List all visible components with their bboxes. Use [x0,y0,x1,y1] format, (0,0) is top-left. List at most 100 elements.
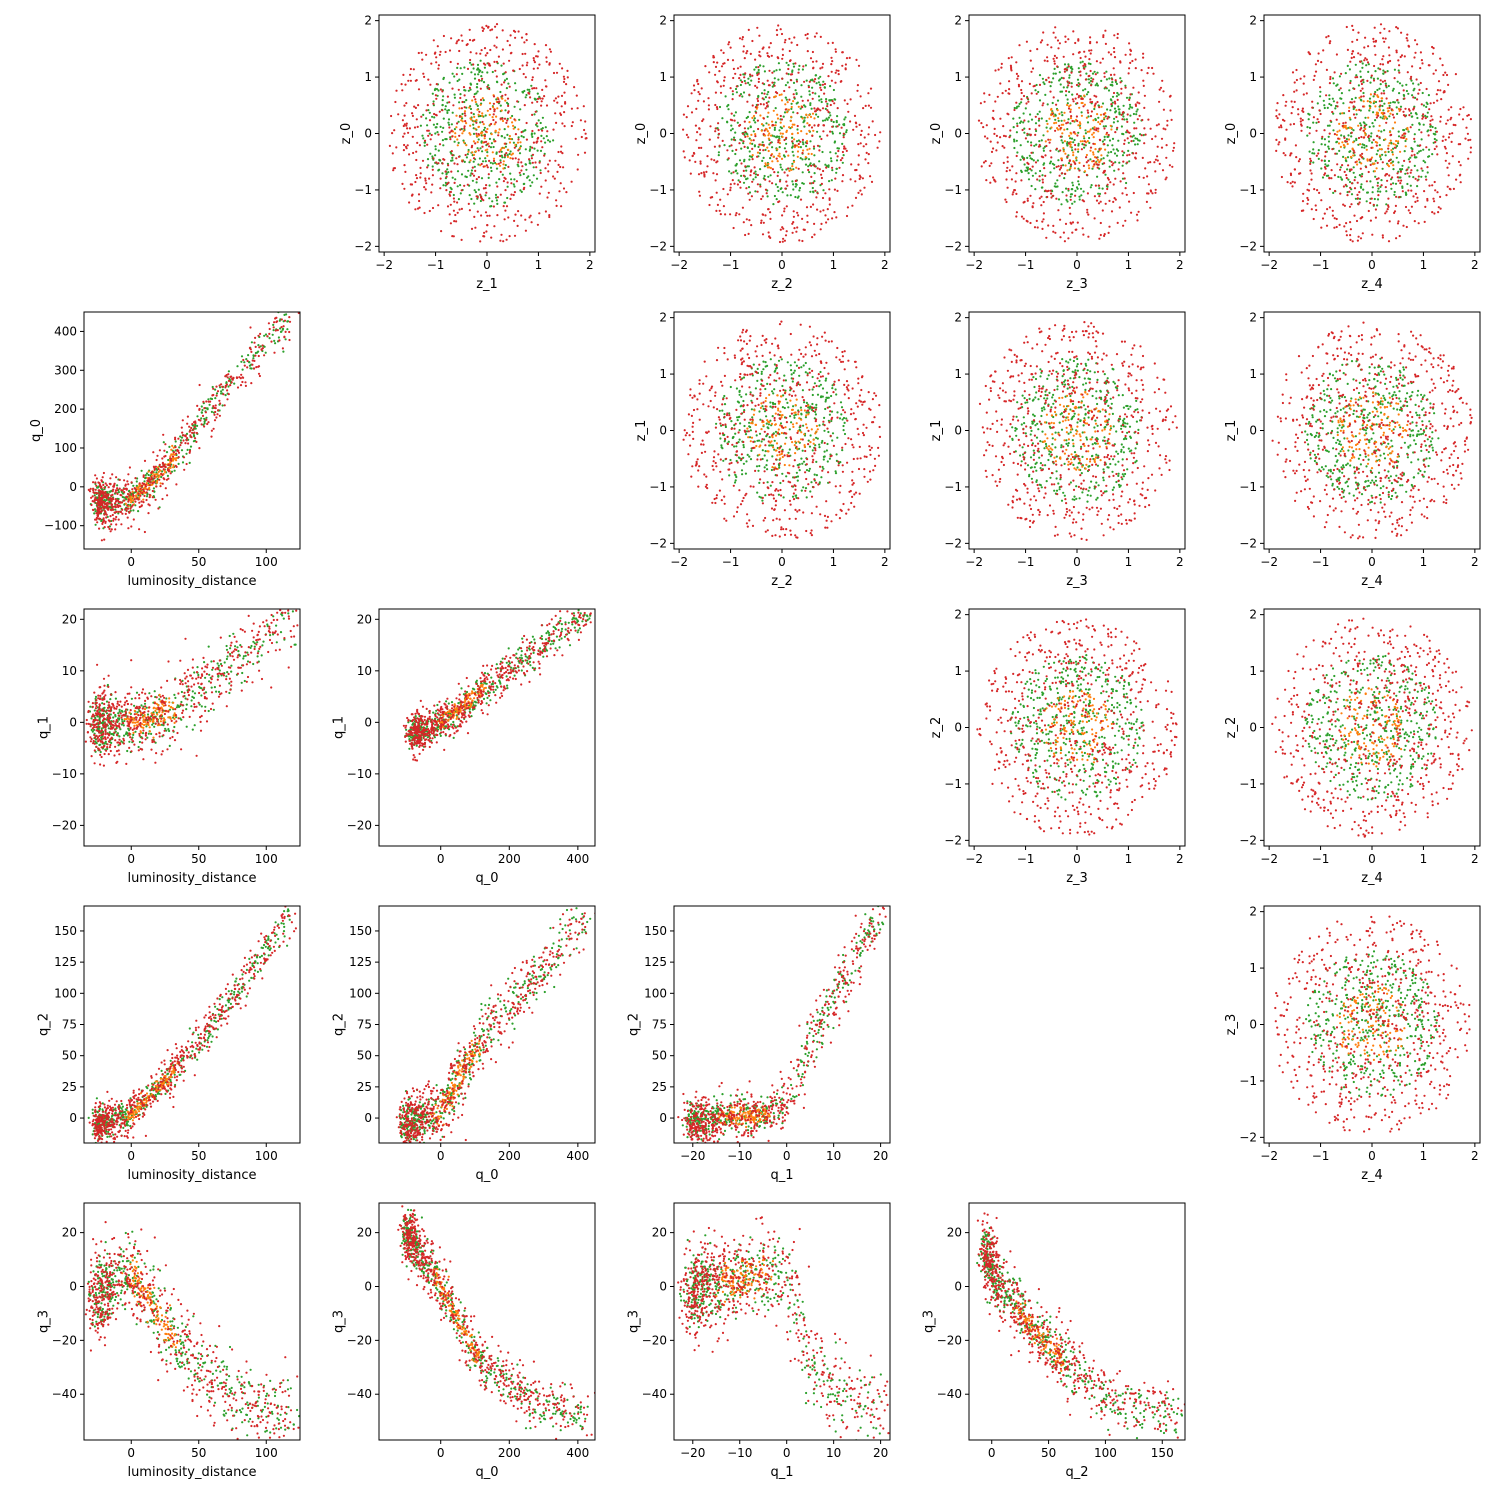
point [1063,240,1066,243]
point [738,37,742,40]
point [1420,59,1423,62]
point [468,194,471,197]
point [454,132,457,135]
point [1414,156,1417,159]
point [1380,184,1383,187]
point [174,449,177,452]
point [1104,86,1107,89]
point [796,112,799,115]
point [468,61,472,64]
point [1375,167,1378,170]
point [1000,66,1003,69]
point [1433,180,1436,184]
point [1314,204,1317,207]
point [1371,233,1374,236]
point [1396,98,1399,102]
point [1040,195,1043,198]
point [247,354,250,357]
point [1402,89,1405,92]
point [819,210,822,213]
point [447,171,450,174]
point [1112,67,1115,70]
point [867,133,870,136]
point [1320,61,1323,64]
point [777,62,781,65]
point [769,166,773,170]
point [1358,197,1362,200]
point [403,132,406,135]
point [1321,176,1325,179]
point [505,101,509,104]
point [1008,136,1011,139]
point [1410,189,1413,192]
point [717,151,721,154]
point [743,158,746,161]
point [1070,132,1073,135]
point [988,93,991,96]
point [1432,72,1435,75]
point [1352,149,1355,152]
point [1297,113,1300,116]
point [461,39,464,42]
point [449,194,452,197]
point [562,75,566,78]
point [1072,151,1075,154]
point [1386,107,1389,110]
point [469,124,472,127]
point [432,102,435,105]
point [1467,157,1470,160]
point [988,164,991,167]
point [1060,111,1063,114]
point [456,66,459,69]
point [1349,238,1352,241]
point [777,141,780,144]
point [456,122,459,125]
point [1100,105,1103,108]
point [1410,112,1413,115]
point [1406,172,1409,175]
point [748,137,751,140]
point [543,154,546,157]
point [513,234,517,237]
point [500,64,503,67]
point [1089,115,1093,118]
point [1111,95,1115,98]
point [1339,168,1342,171]
point [1308,113,1311,116]
point [835,69,838,72]
point [1007,57,1010,60]
point [1302,192,1305,195]
point [1173,142,1176,145]
point [992,118,995,121]
point [1074,143,1077,147]
point [495,60,499,64]
point [1390,108,1393,111]
point [867,162,870,165]
point [448,123,451,126]
point [1011,193,1014,196]
point [800,130,803,133]
point [1083,146,1086,149]
point [789,59,792,62]
point [799,146,803,149]
point [842,132,845,135]
point [759,64,762,67]
point [693,152,696,155]
point [236,365,239,368]
point [558,62,561,65]
point [748,121,751,124]
point [1103,143,1106,146]
point [818,160,821,163]
point [1036,113,1039,116]
point [1357,84,1360,87]
point [1373,45,1376,48]
point [407,131,410,134]
point [554,159,557,162]
point [1052,72,1055,75]
point [1031,67,1035,70]
point [166,474,169,477]
point [1068,159,1071,163]
point [401,182,404,185]
point [395,146,398,149]
point [1156,159,1159,162]
